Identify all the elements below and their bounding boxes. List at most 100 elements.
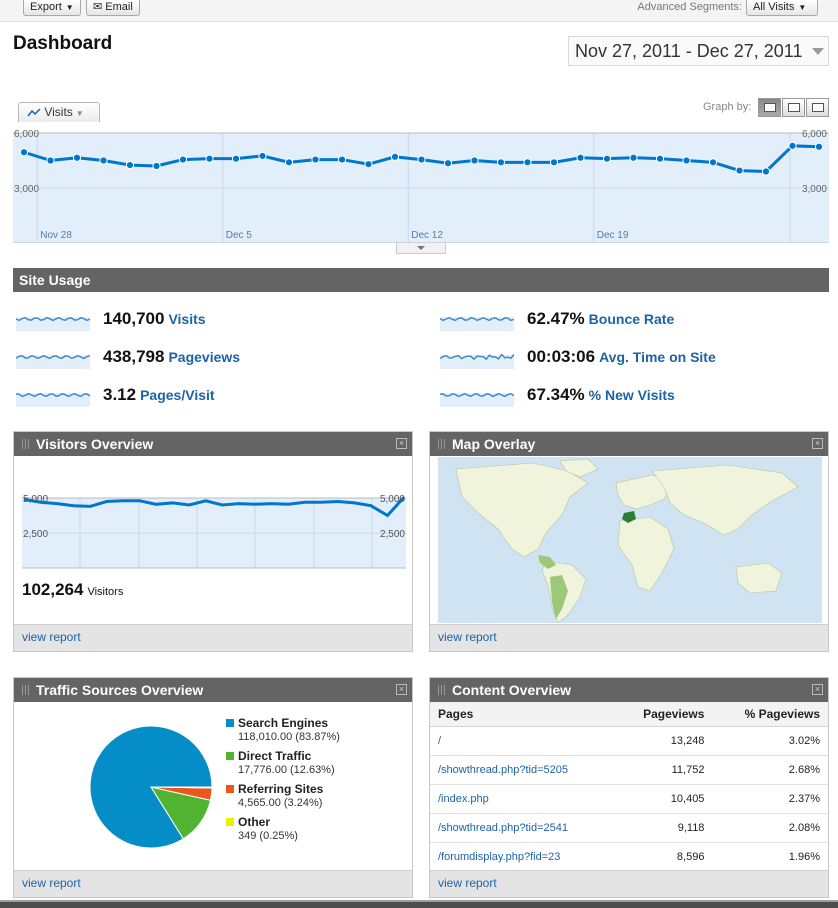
- metric-selector[interactable]: Visits ▼: [18, 102, 100, 122]
- drag-handle-icon[interactable]: [438, 439, 446, 449]
- legend-item[interactable]: Search Engines 118,010.00 (83.87%): [226, 716, 340, 743]
- drag-handle-icon[interactable]: [22, 439, 30, 449]
- drag-handle-icon[interactable]: [438, 685, 446, 695]
- pageviews-sparkline: [16, 354, 90, 369]
- envelope-icon: ✉: [93, 1, 103, 13]
- close-icon[interactable]: ×: [396, 438, 407, 449]
- world-map[interactable]: [438, 457, 822, 623]
- y-tick-label-right: 6,000: [802, 129, 827, 140]
- sparkline-line: [440, 392, 514, 398]
- segment-value: All Visits: [753, 1, 795, 13]
- window-bottom-border: [0, 900, 838, 908]
- panel-title: Visitors Overview: [36, 436, 154, 452]
- table-row: /showthread.php?tid=5205 11,752 2.68%: [430, 755, 828, 785]
- legend-item[interactable]: Other 349 (0.25%): [226, 815, 340, 842]
- close-icon[interactable]: ×: [812, 684, 823, 695]
- data-point: [735, 166, 744, 175]
- percent-cell: 1.96%: [712, 842, 828, 872]
- y-tick-label: 6,000: [14, 129, 39, 140]
- view-report-link[interactable]: view report: [22, 876, 81, 890]
- email-button[interactable]: ✉ Email: [86, 0, 140, 16]
- table-row: /forumdisplay.php?fid=23 8,596 1.96%: [430, 842, 828, 872]
- column-header[interactable]: Pages: [430, 702, 615, 727]
- content-overview-panel: Content Overview × Pages Pageviews % Page…: [429, 677, 829, 898]
- view-report-link[interactable]: view report: [438, 876, 497, 890]
- panel-header[interactable]: Content Overview ×: [430, 678, 828, 702]
- panel-header[interactable]: Map Overlay ×: [430, 432, 828, 456]
- column-header[interactable]: Pageviews: [614, 702, 713, 727]
- view-report-link[interactable]: view report: [438, 630, 497, 644]
- top-toolbar: Export ▼ ✉ Email Advanced Segments: All V…: [0, 0, 838, 22]
- drag-handle-icon[interactable]: [22, 685, 30, 695]
- sparkline-line: [16, 316, 90, 322]
- visitors-overview-panel: Visitors Overview × 5,000 5,000 2,500 2,500 …: [13, 431, 413, 652]
- date-range-picker[interactable]: Nov 27, 2011 - Dec 27, 2011: [568, 36, 829, 66]
- pageviews-cell: 10,405: [614, 784, 713, 814]
- visitors-value: 102,264: [22, 580, 84, 599]
- data-point: [629, 153, 638, 162]
- data-point: [602, 154, 612, 163]
- graph-by-month-button[interactable]: [806, 98, 829, 117]
- graph-by-day-button[interactable]: [758, 98, 781, 117]
- data-point: [761, 167, 771, 176]
- panel-footer: view report: [14, 624, 412, 651]
- page-link[interactable]: /: [430, 726, 615, 756]
- panel-header[interactable]: Traffic Sources Overview ×: [14, 678, 412, 702]
- chart-resize-handle[interactable]: [396, 243, 446, 254]
- page-link[interactable]: /showthread.php?tid=2541: [430, 813, 615, 843]
- usage-link-pageviews[interactable]: Pageviews: [168, 349, 241, 365]
- usage-pages-per-visit: 3.12 Pages/Visit: [16, 385, 416, 409]
- day-icon: [764, 103, 776, 112]
- usage-visits: 140,700 Visits: [16, 309, 416, 333]
- usage-avg-time: 00:03:06 Avg. Time on Site: [440, 347, 830, 371]
- visits-over-time-chart: 6,000 6,000 3,000 3,000 Nov 28 Dec 5 Dec 12 Dec…: [13, 129, 829, 243]
- legend-item[interactable]: Referring Sites 4,565.00 (3.24%): [226, 782, 340, 809]
- table-row: /index.php 10,405 2.37%: [430, 784, 828, 814]
- usage-link-visits[interactable]: Visits: [168, 311, 206, 327]
- segment-select[interactable]: All Visits ▼: [746, 0, 818, 16]
- panel-title: Traffic Sources Overview: [36, 682, 204, 698]
- usage-link-bounce-rate[interactable]: Bounce Rate: [588, 311, 675, 327]
- data-point: [470, 156, 479, 165]
- legend-swatch: [226, 752, 234, 760]
- visits-sparkline: [16, 316, 90, 331]
- month-icon: [812, 103, 824, 112]
- panel-footer: view report: [430, 624, 828, 651]
- usage-link-new-visits[interactable]: % New Visits: [588, 387, 675, 403]
- usage-value: 438,798: [103, 347, 165, 366]
- y-tick-label-right: 2,500: [380, 529, 405, 540]
- avg-time-sparkline: [440, 353, 514, 369]
- page-link[interactable]: /index.php: [430, 784, 615, 814]
- usage-link-avg-time[interactable]: Avg. Time on Site: [599, 349, 716, 365]
- series-line: [23, 496, 406, 518]
- data-point: [231, 154, 241, 163]
- legend-swatch: [226, 785, 234, 793]
- data-point: [258, 151, 267, 161]
- panel-footer: view report: [14, 870, 412, 897]
- close-icon[interactable]: ×: [812, 438, 823, 449]
- close-icon[interactable]: ×: [396, 684, 407, 695]
- week-icon: [788, 103, 800, 112]
- panel-title: Map Overlay: [452, 436, 536, 452]
- column-header[interactable]: % Pageviews: [712, 702, 828, 727]
- page-link[interactable]: /showthread.php?tid=5205: [430, 755, 615, 785]
- usage-value: 62.47%: [527, 309, 585, 328]
- page-link[interactable]: /forumdisplay.php?fid=23: [430, 842, 615, 872]
- view-report-link[interactable]: view report: [22, 630, 81, 644]
- data-point: [443, 159, 453, 168]
- graph-by-week-button[interactable]: [782, 98, 805, 117]
- legend-item[interactable]: Direct Traffic 17,776.00 (12.63%): [226, 749, 340, 776]
- y-tick-label: 3,000: [14, 184, 39, 195]
- data-point: [682, 156, 691, 165]
- percent-cell: 2.08%: [712, 813, 828, 843]
- data-point: [311, 155, 320, 164]
- x-tick-label: Nov 28: [40, 230, 72, 241]
- export-button[interactable]: Export ▼: [23, 0, 81, 16]
- usage-pageviews: 438,798 Pageviews: [16, 347, 416, 371]
- pie-slice: [150, 786, 213, 789]
- legend-swatch: [226, 818, 234, 826]
- legend-name: Direct Traffic: [238, 749, 312, 763]
- legend-stat: 4,565.00 (3.24%): [238, 797, 323, 809]
- panel-header[interactable]: Visitors Overview ×: [14, 432, 412, 456]
- usage-link-pages-per-visit[interactable]: Pages/Visit: [140, 387, 215, 403]
